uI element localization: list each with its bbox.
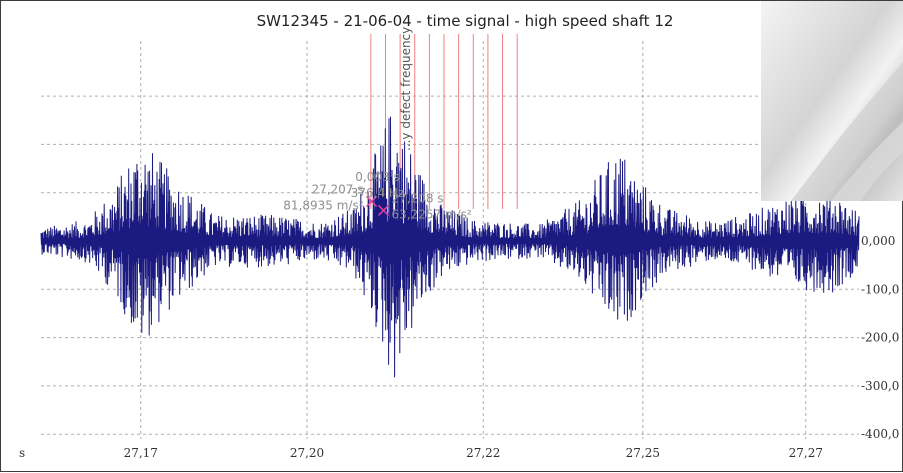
cursor-time-label: 27,207 s (311, 182, 363, 196)
y-tick-label: -100,0 (861, 282, 899, 296)
x-tick-label: 27,20 (290, 446, 324, 460)
cursor-time-label: 27,208 s (391, 191, 443, 205)
chart-title: SW12345 - 21-06-04 - time signal - high … (257, 12, 674, 30)
cursor-marker[interactable] (377, 204, 390, 216)
y-tick-label: -300,0 (861, 379, 899, 393)
harmonic-marker-label: ...y defect frequency (399, 27, 413, 151)
time-signal-series (40, 116, 860, 378)
harmonic-markers: ...y defect frequency (370, 27, 518, 209)
overlay-artifact (761, 1, 903, 201)
x-axis-unit-label: s (19, 446, 25, 460)
cursor-marker[interactable] (365, 195, 378, 207)
delta-frequency-label: 376,4 Hz (351, 186, 405, 200)
delta-time-label: 0,003 s (355, 170, 399, 184)
x-tick-label: 27,25 (626, 446, 660, 460)
x-tick-label: 27,22 (466, 446, 500, 460)
x-tick-label: 27,17 (124, 446, 158, 460)
cursor-value-label: 81,8935 m/s² (283, 198, 363, 212)
cursors[interactable]: 27,207 s 81,8935 m/s² 27,208 s 63,2257 m/s²… (283, 170, 472, 221)
x-tick-label: 27,27 (789, 446, 823, 460)
y-tick-label: -400,0 (861, 427, 899, 441)
cursor-value-label: 63,2257 m/s² (391, 207, 471, 221)
y-tick-label: 0,000 (861, 234, 895, 248)
axes: 27,17 27,20 27,22 27,25 27,27 0,000 -100,0 -200… (124, 234, 900, 460)
y-tick-label: -200,0 (861, 331, 899, 345)
